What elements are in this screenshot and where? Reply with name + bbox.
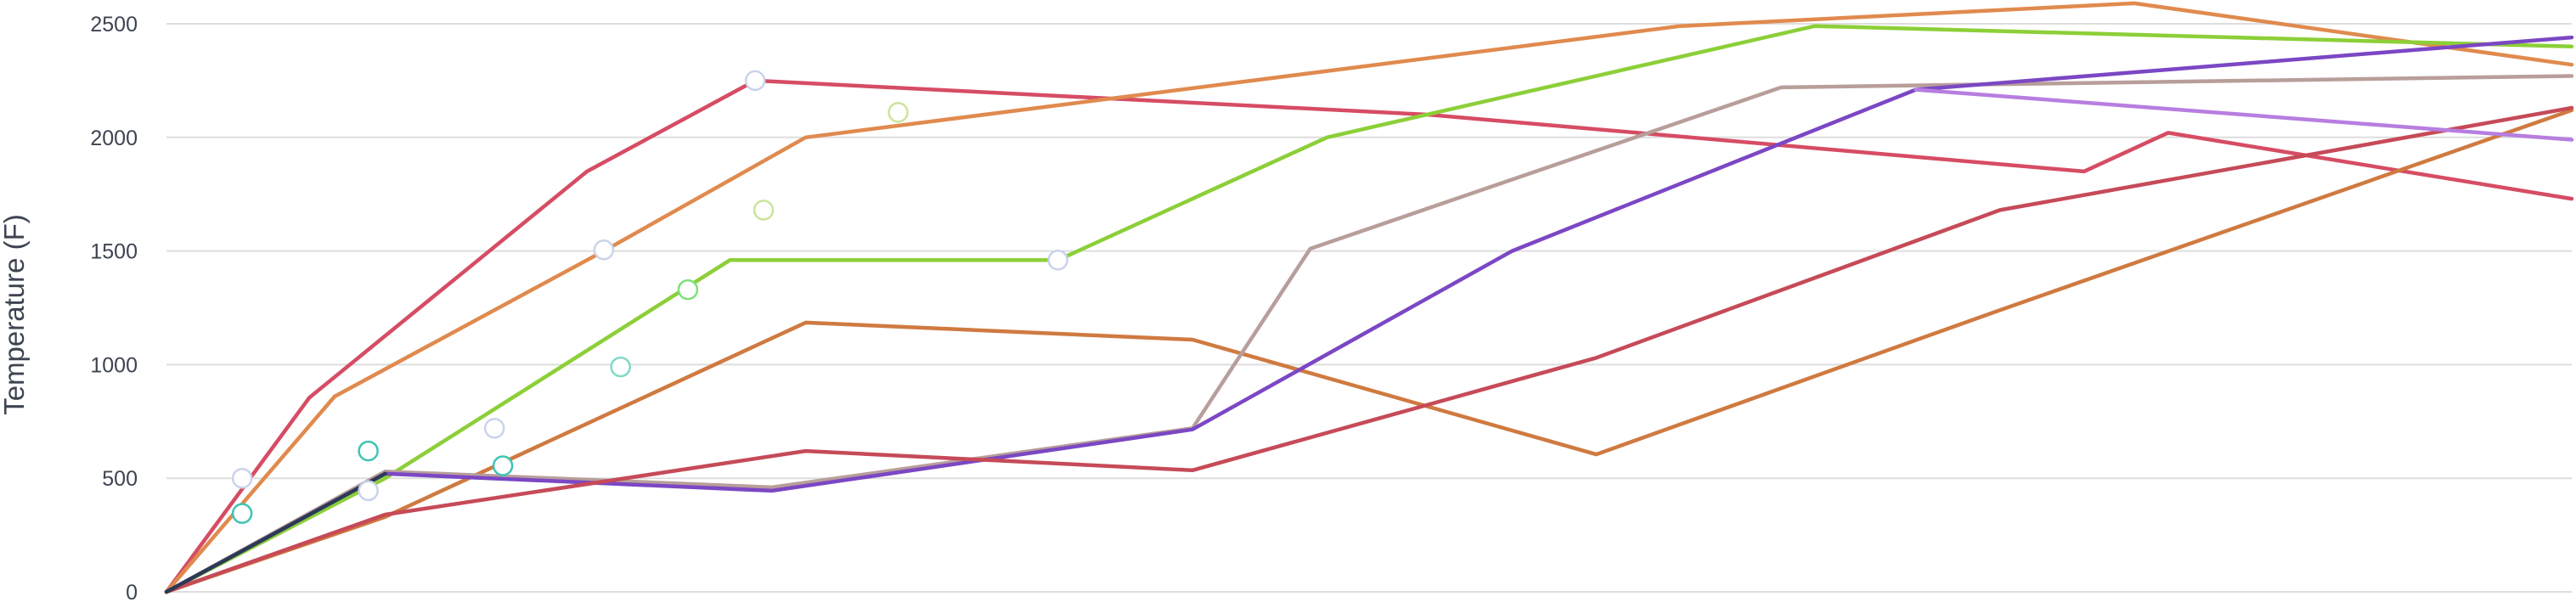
y-tick-label: 0 xyxy=(126,581,138,604)
scatter-point-8 xyxy=(593,239,615,261)
y-tick-label: 500 xyxy=(102,467,138,491)
series-line-9 xyxy=(164,471,387,594)
scatter-point-3 xyxy=(358,440,379,462)
scatter-point-11 xyxy=(753,200,775,221)
y-axis-title: Temperature (F) xyxy=(0,214,30,415)
series-line-6 xyxy=(164,35,2574,594)
scatter-point-6 xyxy=(492,455,514,476)
series-line-4 xyxy=(164,108,2574,594)
series-line-7 xyxy=(164,105,2574,594)
scatter-point-9 xyxy=(677,279,699,301)
scatter-point-7 xyxy=(610,356,631,378)
series-line-2 xyxy=(164,1,2574,594)
scatter-point-13 xyxy=(1047,250,1068,271)
y-tick-label: 1500 xyxy=(90,240,138,264)
scatter-point-1 xyxy=(231,467,253,489)
y-tick-label: 1000 xyxy=(90,353,138,377)
scatter-point-4 xyxy=(358,480,379,502)
series-line-5 xyxy=(164,74,2574,594)
scatter-points xyxy=(231,70,1068,524)
scatter-point-5 xyxy=(483,418,505,439)
gridlines xyxy=(166,23,2572,593)
series-lines xyxy=(164,1,2574,594)
y-axis: 0 500 1000 1500 2000 2500 xyxy=(90,13,138,605)
y-tick-label: 2000 xyxy=(90,127,138,150)
y-tick-label: 2500 xyxy=(90,13,138,37)
series-line-8 xyxy=(1914,87,2574,142)
scatter-point-12 xyxy=(888,102,909,123)
series-line-1 xyxy=(164,78,2574,594)
scatter-point-10 xyxy=(744,70,766,92)
scatter-point-2 xyxy=(231,503,253,524)
